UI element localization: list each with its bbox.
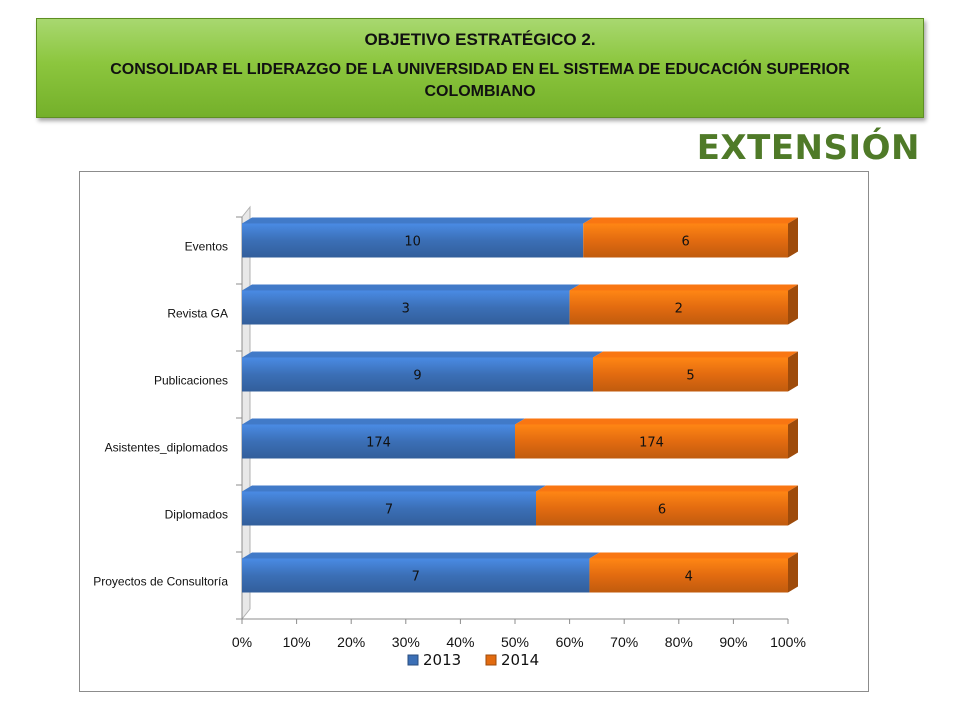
bar-top-face xyxy=(242,217,594,224)
x-tick-label: 60% xyxy=(556,634,584,650)
bar-top-face xyxy=(536,485,798,492)
bar-2013-2 xyxy=(242,357,593,392)
x-tick-label: 30% xyxy=(392,634,420,650)
bar-end-face xyxy=(788,351,798,392)
category-label: Publicaciones xyxy=(154,374,228,388)
legend-label-2013: 2013 xyxy=(423,651,461,669)
category-label: Revista GA xyxy=(167,307,228,321)
bar-end-face xyxy=(788,418,798,459)
x-tick-label: 100% xyxy=(770,634,806,650)
bar-2013-0 xyxy=(242,223,584,258)
category-label: Asistentes_diplomados xyxy=(105,441,228,455)
legend-swatch-2014 xyxy=(485,654,497,666)
bar-2014-4 xyxy=(536,491,788,526)
bar-2014-0 xyxy=(583,223,788,258)
x-tick-label: 50% xyxy=(501,634,529,650)
x-tick-label: 40% xyxy=(446,634,474,650)
data-label: 2 xyxy=(675,302,683,317)
legend-swatch-2013 xyxy=(407,654,419,666)
bar-top-face xyxy=(583,217,798,224)
x-tick-label: 90% xyxy=(719,634,747,650)
bar-2013-5 xyxy=(242,558,590,593)
objective-heading: OBJETIVO ESTRATÉGICO 2. xyxy=(364,30,596,49)
x-tick-label: 80% xyxy=(665,634,693,650)
data-label: 6 xyxy=(658,503,666,518)
bar-2013-1 xyxy=(242,290,570,325)
bar-2014-2 xyxy=(593,357,788,392)
bar-top-face xyxy=(242,284,580,291)
bar-top-face xyxy=(242,418,525,425)
bar-top-face xyxy=(515,418,798,425)
bar-end-face xyxy=(788,284,798,325)
data-label: 6 xyxy=(681,235,689,250)
x-tick-label: 10% xyxy=(283,634,311,650)
data-label: 4 xyxy=(685,570,693,585)
data-label: 174 xyxy=(639,436,664,451)
bar-top-face xyxy=(242,485,546,492)
data-label: 9 xyxy=(413,369,421,384)
bar-top-face xyxy=(242,351,603,358)
bar-top-face xyxy=(569,284,798,291)
bar-end-face xyxy=(788,552,798,593)
x-tick-label: 0% xyxy=(232,634,252,650)
category-label: Eventos xyxy=(185,240,228,254)
legend-label-2014: 2014 xyxy=(501,651,539,669)
bar-end-face xyxy=(788,217,798,258)
section-title: EXTENSIÓN xyxy=(696,128,920,168)
bar-2014-3 xyxy=(515,424,788,459)
x-tick-label: 20% xyxy=(337,634,365,650)
data-label: 5 xyxy=(686,369,694,384)
objective-description: CONSOLIDAR EL LIDERAZGO DE LA UNIVERSIDA… xyxy=(110,61,850,100)
category-label: Proyectos de Consultoría xyxy=(93,575,228,589)
data-label: 174 xyxy=(366,436,391,451)
bar-top-face xyxy=(589,552,798,559)
data-label: 3 xyxy=(402,302,410,317)
bar-top-face xyxy=(593,351,798,358)
category-label: Diplomados xyxy=(165,508,228,522)
bar-top-face xyxy=(242,552,600,559)
data-label: 7 xyxy=(385,503,393,518)
bar-end-face xyxy=(788,485,798,526)
bar-2013-4 xyxy=(242,491,536,526)
x-tick-label: 70% xyxy=(610,634,638,650)
objective-banner: OBJETIVO ESTRATÉGICO 2. CONSOLIDAR EL LI… xyxy=(36,18,924,118)
data-label: 7 xyxy=(412,570,420,585)
data-label: 10 xyxy=(404,235,421,250)
bar-2014-1 xyxy=(569,290,788,325)
bar-2014-5 xyxy=(589,558,788,593)
stacked-bar-chart: 0% 10% 20% 30% 40% 50% 60% 70% 80% 90% 100% 10 6 Even… xyxy=(93,205,806,669)
chart-frame: 0% 10% 20% 30% 40% 50% 60% 70% 80% 90% 100% 10 6 Even… xyxy=(79,171,869,692)
bar-2013-3 xyxy=(242,424,515,459)
